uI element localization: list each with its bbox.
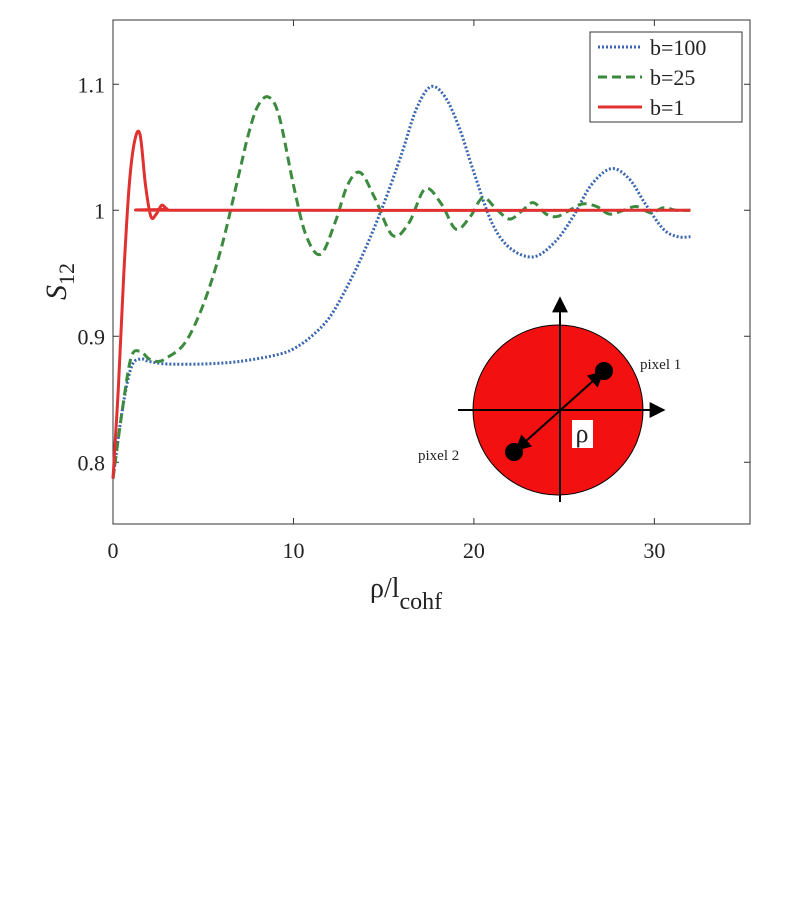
legend-label: b=25: [650, 65, 695, 90]
x-tick-label: 10: [282, 538, 304, 563]
label-bg: [572, 420, 593, 448]
inset-label: pixel 1: [640, 357, 681, 373]
x-label-sub: cohf: [400, 589, 443, 615]
series-line: [111, 129, 691, 479]
inset-arrow: [514, 370, 605, 452]
y-label-sub: 12: [54, 263, 79, 285]
y-tick-label: 0.9: [78, 324, 106, 349]
plot-frame: [112, 19, 751, 525]
x-tick-label: 20: [463, 538, 485, 563]
y-label-main: S: [40, 285, 73, 300]
x-tick-label: 0: [108, 538, 119, 563]
plot-area: 0 10 20 30 0.8 0.9 1 1.1 b=100 b=25 b=1: [78, 20, 750, 563]
y-tick-label: 0.8: [78, 450, 106, 475]
y-tick-label: 1.1: [78, 72, 106, 97]
x-label-main: ρ/l: [370, 573, 400, 604]
y-axis-label: S12: [40, 263, 79, 300]
x-tick-label: 30: [643, 538, 665, 563]
inset-diagram: ρ pixel 1 pixel 2: [418, 296, 681, 502]
pixel-dot: [595, 362, 613, 380]
y-tick-label: 1: [94, 198, 105, 223]
legend-label: b=1: [650, 95, 684, 120]
inset-label: pixel 2: [418, 448, 459, 464]
x-axis-label: ρ/lcohf: [370, 573, 442, 615]
legend-label: b=100: [650, 35, 706, 60]
inset-label: ρ: [576, 419, 589, 448]
pixel-dot: [505, 443, 523, 461]
series-line: [111, 95, 691, 479]
legend: b=100 b=25 b=1: [589, 31, 743, 123]
